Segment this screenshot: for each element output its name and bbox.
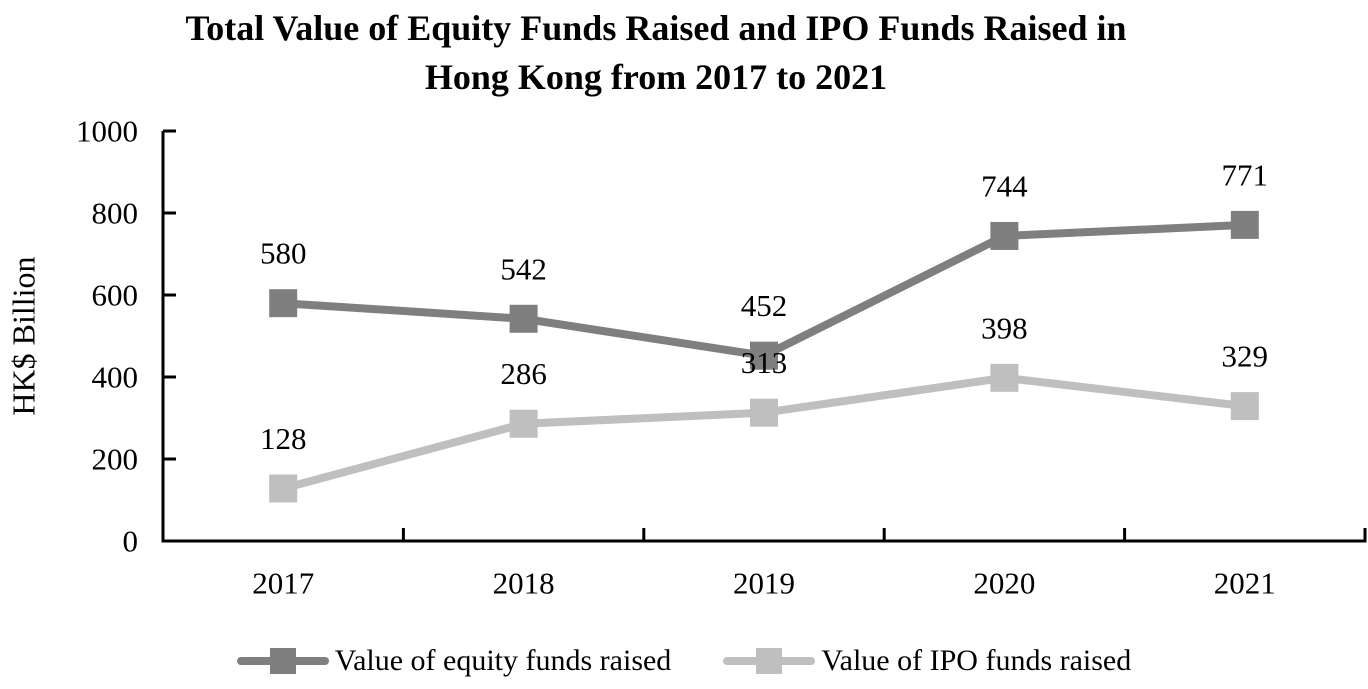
svg-text:452: 452 xyxy=(741,288,788,323)
svg-text:200: 200 xyxy=(92,442,139,477)
legend-label-equity-funds: Value of equity funds raised xyxy=(334,644,672,677)
legend-item-equity-funds: Value of equity funds raised xyxy=(236,644,672,678)
chart-title: Total Value of Equity Funds Raised and I… xyxy=(0,4,1368,102)
svg-text:0: 0 xyxy=(123,524,139,559)
svg-text:2018: 2018 xyxy=(493,566,555,601)
legend: Value of equity funds raised Value of IP… xyxy=(0,644,1368,678)
legend-line-marker-icon xyxy=(236,648,329,674)
chart-title-line-2: Hong Kong from 2017 to 2021 xyxy=(424,57,888,97)
legend-square-marker-icon xyxy=(756,648,783,674)
legend-item-ipo-funds: Value of IPO funds raised xyxy=(723,644,1131,678)
legend-line-marker-icon xyxy=(723,648,816,674)
svg-text:1000: 1000 xyxy=(76,114,138,149)
svg-text:800: 800 xyxy=(92,196,139,231)
svg-text:128: 128 xyxy=(260,421,307,456)
svg-text:2020: 2020 xyxy=(973,566,1035,601)
svg-text:580: 580 xyxy=(260,236,307,271)
legend-square-marker-icon xyxy=(269,648,296,674)
svg-text:2021: 2021 xyxy=(1214,566,1276,601)
svg-text:2019: 2019 xyxy=(733,566,795,601)
chart-title-line-1: Total Value of Equity Funds Raised and I… xyxy=(185,8,1127,48)
svg-text:398: 398 xyxy=(981,310,1028,345)
svg-text:329: 329 xyxy=(1222,339,1269,374)
svg-text:313: 313 xyxy=(741,345,788,380)
svg-text:744: 744 xyxy=(981,168,1028,203)
legend-label-ipo-funds: Value of IPO funds raised xyxy=(821,644,1132,677)
svg-text:600: 600 xyxy=(92,278,139,313)
svg-text:542: 542 xyxy=(500,251,547,286)
svg-text:400: 400 xyxy=(92,360,139,395)
svg-text:2017: 2017 xyxy=(252,566,314,601)
svg-text:771: 771 xyxy=(1222,157,1269,192)
svg-text:286: 286 xyxy=(500,356,547,391)
